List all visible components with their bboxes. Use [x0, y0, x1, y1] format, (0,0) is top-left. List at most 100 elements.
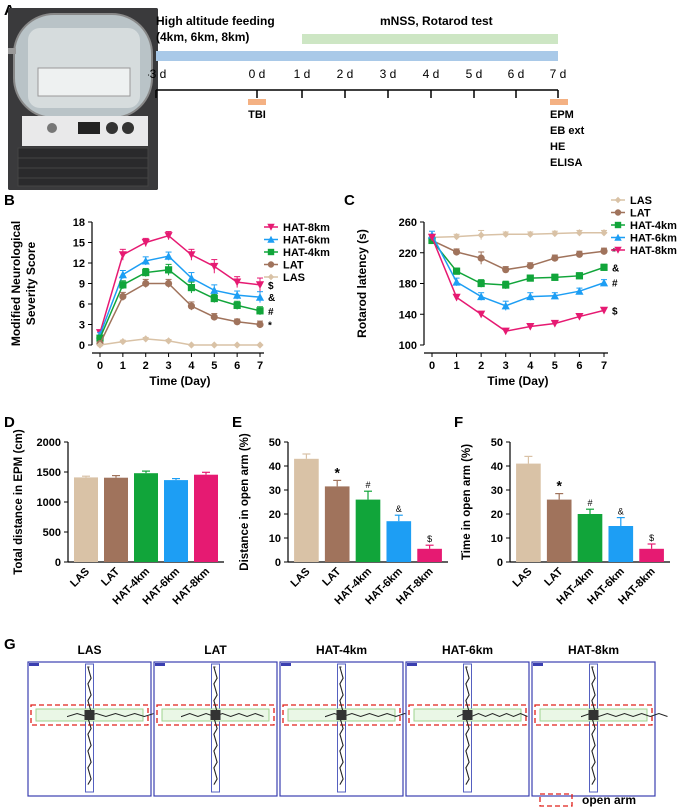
maze-group-label: HAT-6km — [442, 643, 493, 657]
significance-mark: * — [612, 247, 616, 258]
mnss-rotarod-label: mNSS, Rotarod test — [380, 14, 493, 28]
data-point — [575, 312, 584, 321]
closed-arm-track — [339, 666, 344, 785]
data-point — [477, 310, 486, 319]
panel-label-b: B — [4, 192, 15, 209]
data-point — [210, 286, 219, 294]
data-point — [477, 231, 485, 239]
data-point — [142, 268, 150, 277]
data-point — [614, 221, 622, 229]
timeline-tick-label: 5 d — [466, 67, 483, 81]
x-tick-label: 4 — [188, 360, 195, 372]
data-point — [96, 334, 104, 342]
y-tick-label: 260 — [399, 217, 417, 229]
series-line — [431, 232, 604, 239]
open-arm-track — [325, 712, 414, 718]
data-point — [600, 247, 608, 255]
bar-LAS — [294, 458, 319, 562]
data-point — [118, 251, 127, 259]
legend-open-arm-swatch — [539, 793, 573, 807]
outcome-2: EB extravasation — [550, 125, 585, 137]
maze-group-label: HAT-4km — [316, 643, 367, 657]
chart-rotarod: 100 140 180 220 260 0 1 2 3 4 5 6 7 Time (Day) Rotarod… — [355, 196, 677, 388]
y-tick-label: 180 — [399, 279, 417, 291]
hypoxia-chamber-illustration — [8, 8, 158, 190]
data-point — [210, 294, 218, 303]
significance-mark: $ — [612, 306, 618, 317]
y-tick-label: 30 — [491, 485, 503, 497]
x-tick-label: 7 — [601, 360, 607, 372]
data-point — [118, 270, 127, 279]
series-line — [99, 269, 261, 339]
data-point — [526, 292, 535, 301]
data-point — [452, 248, 461, 256]
category-label: LAT — [99, 565, 122, 588]
open-arm-track — [67, 712, 164, 718]
y-tick-label: 1000 — [37, 497, 61, 509]
legend-label: HAT-8km — [283, 222, 330, 234]
legend-label: HAT-8km — [630, 245, 677, 257]
data-point — [267, 235, 275, 243]
center-zone-track — [84, 710, 95, 720]
bar-LAT — [324, 486, 350, 562]
series-line — [99, 255, 261, 336]
significance-mark: $ — [268, 281, 274, 292]
data-point — [142, 279, 150, 288]
closed-arm — [337, 663, 346, 793]
closed-arm — [589, 663, 598, 793]
data-point — [233, 301, 241, 309]
y-tick-label: 20 — [491, 509, 503, 521]
significance-mark: # — [268, 307, 274, 318]
data-point — [501, 301, 510, 310]
panel-label-e: E — [232, 414, 243, 431]
data-point — [526, 274, 534, 282]
closed-arm-track — [465, 666, 470, 785]
data-point — [210, 262, 219, 271]
data-point — [142, 335, 150, 343]
x-tick-label: 0 — [97, 360, 103, 372]
data-point — [477, 292, 486, 301]
significance-mark: # — [365, 480, 370, 490]
outcome-3: HE — [550, 141, 565, 153]
data-point — [210, 313, 218, 321]
chart-total-distance: 0 500 1000 1500 2000 Total distance in EPM (c… — [13, 429, 224, 607]
center-zone-track — [210, 710, 221, 720]
data-point — [575, 272, 584, 280]
legend-open-arm-label: open arm — [582, 793, 636, 807]
maze-group-label: LAS — [78, 643, 102, 657]
x-tick-label: 3 — [166, 360, 172, 372]
category-label: LAT — [542, 565, 565, 588]
bar-HAT-8km — [194, 474, 218, 562]
y-tick-label: 0 — [79, 340, 85, 352]
bar-HAT-4km — [134, 473, 158, 562]
significance-mark: * — [334, 464, 340, 480]
x-tick-label: 3 — [503, 360, 509, 372]
significance-mark: * — [268, 321, 272, 332]
significance-mark: & — [396, 504, 402, 514]
maze-scale-tag — [29, 663, 39, 666]
data-point — [501, 327, 510, 336]
y-tick-label: 12 — [73, 258, 85, 270]
data-point — [119, 281, 127, 289]
closed-arm-track — [591, 666, 596, 785]
data-point — [210, 341, 218, 349]
data-point — [164, 337, 173, 345]
center-zone-track — [336, 710, 347, 720]
data-point — [452, 267, 461, 275]
bar-LAS — [74, 477, 98, 562]
data-point — [599, 278, 609, 287]
x-tick-label: 2 — [143, 360, 149, 372]
legend-label: LAT — [283, 260, 304, 272]
y-tick-label: 9 — [79, 279, 85, 291]
significance-mark: # — [612, 279, 618, 290]
data-point — [614, 233, 622, 241]
bar-HAT-8km — [639, 548, 664, 562]
legend-label: LAT — [630, 208, 651, 220]
significance-mark: * — [556, 478, 562, 494]
significance-mark: & — [612, 263, 619, 274]
y-axis-label: Total distance in EPM (cm) — [13, 429, 25, 575]
series-line — [431, 239, 605, 271]
significance-mark: & — [268, 293, 275, 304]
tbi-label: TBI — [248, 109, 266, 121]
legend-label: HAT-6km — [283, 235, 330, 247]
